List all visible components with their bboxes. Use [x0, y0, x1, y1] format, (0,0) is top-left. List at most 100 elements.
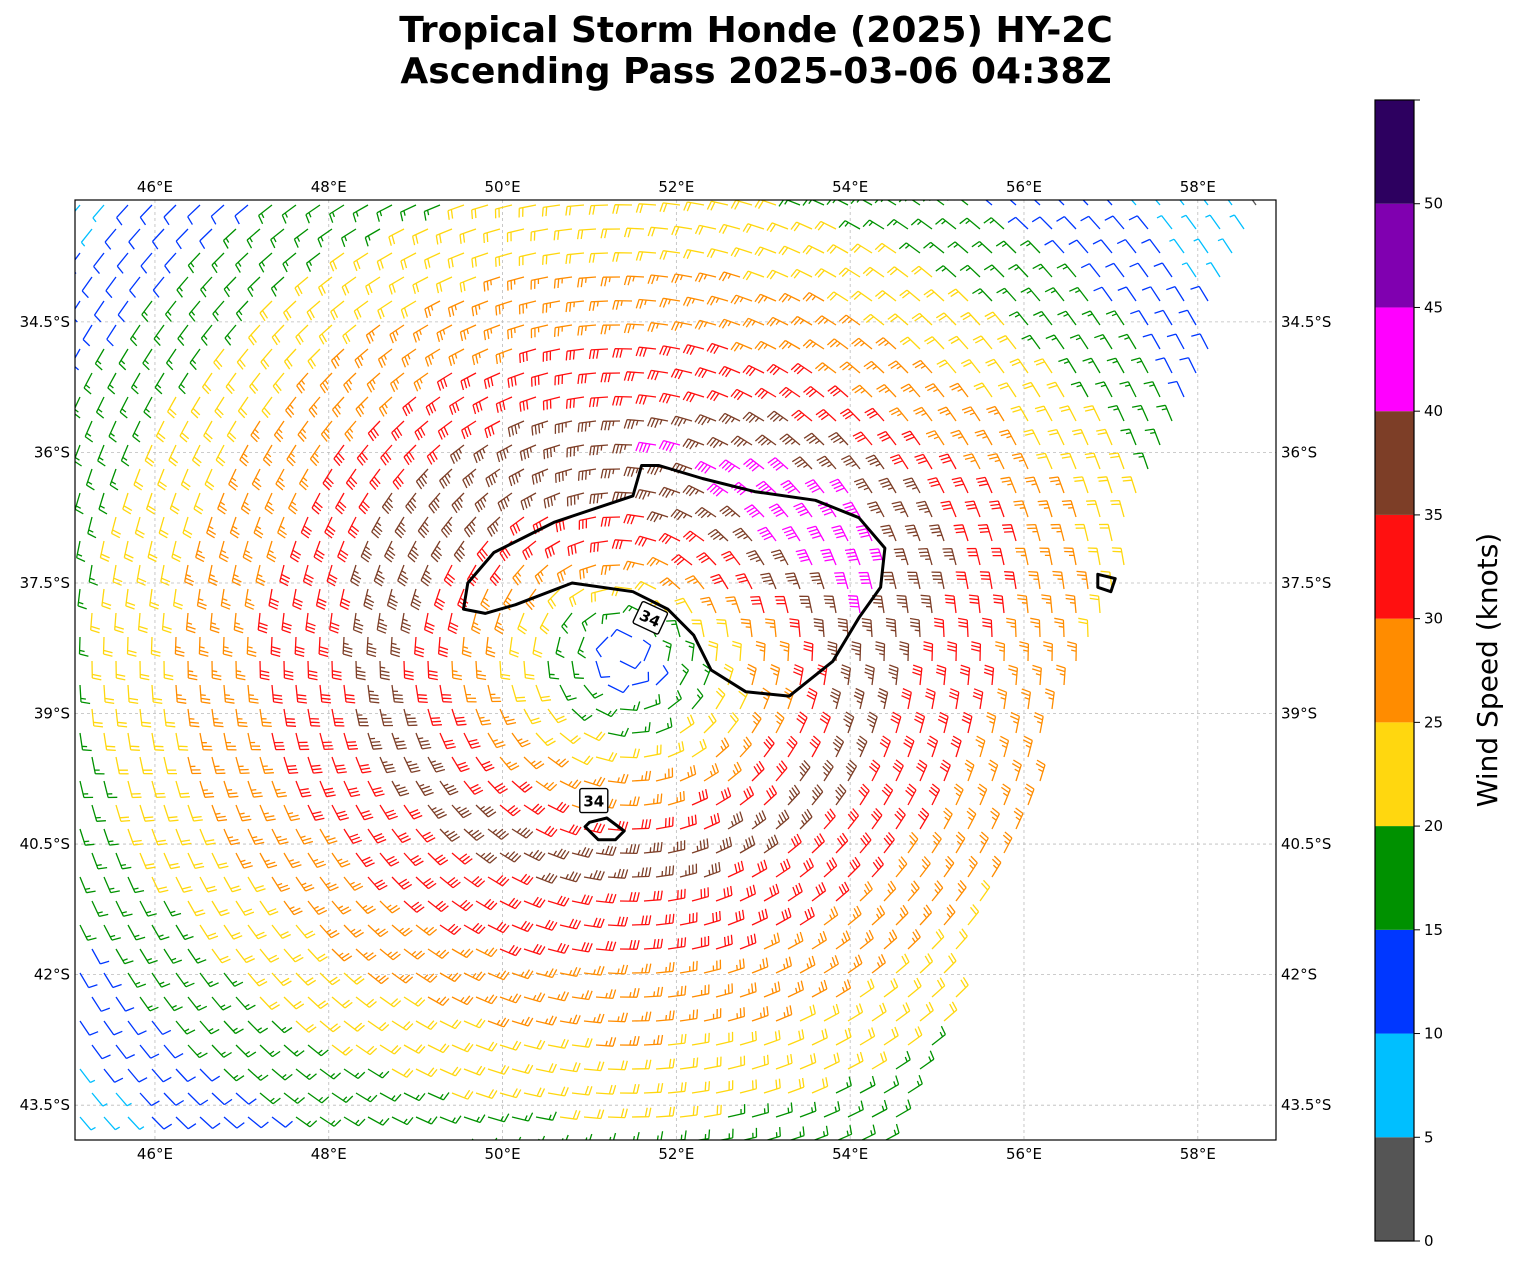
wind-barb	[754, 434, 777, 446]
wind-barb	[463, 780, 484, 795]
wind-barb	[324, 516, 336, 539]
wind-barb	[763, 785, 778, 806]
wind-barb	[879, 735, 891, 758]
wind-barb	[883, 929, 898, 950]
wind-barb	[163, 804, 179, 822]
wind-barb	[534, 564, 549, 585]
wind-barb	[863, 313, 885, 326]
wind-barb	[719, 505, 741, 518]
wind-barb	[211, 1092, 233, 1106]
wind-barb	[750, 595, 765, 614]
wind-barb	[1093, 286, 1113, 302]
wind-barb	[127, 1020, 147, 1036]
wind-barb	[788, 1126, 805, 1140]
wind-barb	[259, 1044, 281, 1058]
wind-barb	[655, 717, 673, 734]
wind-barb	[837, 617, 849, 638]
wind-barb	[886, 218, 909, 230]
wind-barb	[547, 1086, 569, 1097]
wind-barb	[600, 372, 621, 383]
wind-barb	[887, 313, 909, 326]
wind-barb	[475, 898, 498, 911]
wind-barb	[530, 228, 549, 242]
wind-barb	[1130, 200, 1137, 206]
wind-barb	[811, 882, 827, 902]
wind-barb	[743, 458, 765, 472]
colorbar-bin	[1375, 826, 1414, 930]
wind-barb	[1179, 200, 1185, 206]
wind-barb	[823, 955, 840, 974]
wind-barb	[791, 456, 813, 470]
wind-barb	[79, 1116, 96, 1131]
wind-barb	[355, 852, 375, 868]
wind-barb	[871, 1051, 888, 1070]
wind-barb	[289, 540, 302, 563]
wind-barb	[487, 874, 510, 887]
wind-barb	[778, 292, 801, 303]
wind-barb	[391, 1020, 414, 1031]
wind-barb	[223, 780, 239, 798]
wind-barb	[826, 338, 849, 350]
wind-barb	[553, 324, 573, 337]
wind-barb	[400, 252, 417, 270]
wind-barb	[1119, 381, 1137, 398]
wind-barb	[595, 989, 617, 1000]
wind-barb	[682, 530, 705, 542]
wind-barb	[403, 708, 418, 727]
wind-barb	[212, 1141, 232, 1152]
wind-barb	[799, 955, 816, 974]
wind-barb	[571, 847, 594, 858]
lon-tick-label-bottom: 52°E	[658, 1145, 694, 1163]
wind-barb	[547, 848, 570, 860]
wind-barb	[223, 276, 237, 298]
wind-barb	[943, 904, 956, 926]
wind-barb	[847, 808, 860, 830]
wind-barb	[883, 831, 895, 854]
wind-barb	[511, 684, 526, 702]
wind-barb	[814, 315, 837, 326]
wind-barb	[283, 1092, 306, 1104]
wind-barb	[239, 444, 249, 467]
wind-barb	[635, 394, 657, 405]
wind-barb	[631, 1107, 652, 1118]
wind-barb	[187, 1044, 208, 1059]
wind-barb	[462, 468, 477, 489]
wind-barb	[463, 876, 486, 888]
wind-barb	[659, 250, 681, 260]
wind-barb	[739, 736, 752, 758]
wind-barb	[475, 852, 498, 864]
wind-barb	[835, 979, 852, 998]
wind-barb	[643, 1082, 664, 1094]
wind-barb	[85, 468, 95, 491]
wind-barb	[163, 900, 182, 917]
wind-barb	[415, 828, 436, 843]
wind-barb	[134, 516, 145, 539]
wind-barb	[403, 756, 421, 774]
wind-barb	[1117, 286, 1137, 302]
wind-barb	[763, 1030, 781, 1046]
wind-barb	[1032, 263, 1053, 278]
wind-barb	[117, 300, 129, 323]
wind-barb	[655, 1058, 675, 1070]
wind-barb	[966, 547, 981, 566]
wind-barb	[355, 1092, 378, 1103]
wind-barb	[1065, 594, 1077, 614]
wind-barb	[75, 540, 86, 563]
wind-barb	[601, 612, 621, 625]
wind-barb	[679, 1009, 699, 1022]
wind-barb	[535, 872, 558, 884]
wind-barb	[960, 311, 981, 326]
wind-barb	[499, 756, 520, 771]
wind-barb	[427, 708, 442, 726]
wind-barb	[979, 571, 993, 590]
wind-barb	[567, 540, 585, 556]
wind-barb	[740, 618, 753, 638]
colorbar-tick-label: 5	[1424, 1128, 1434, 1146]
wind-barb	[888, 407, 909, 422]
wind-barb	[623, 275, 645, 286]
wind-barb	[679, 1057, 699, 1070]
wind-barb	[754, 246, 777, 257]
wind-barb	[390, 372, 405, 393]
wind-barb	[975, 476, 993, 494]
wind-barb	[108, 420, 117, 443]
